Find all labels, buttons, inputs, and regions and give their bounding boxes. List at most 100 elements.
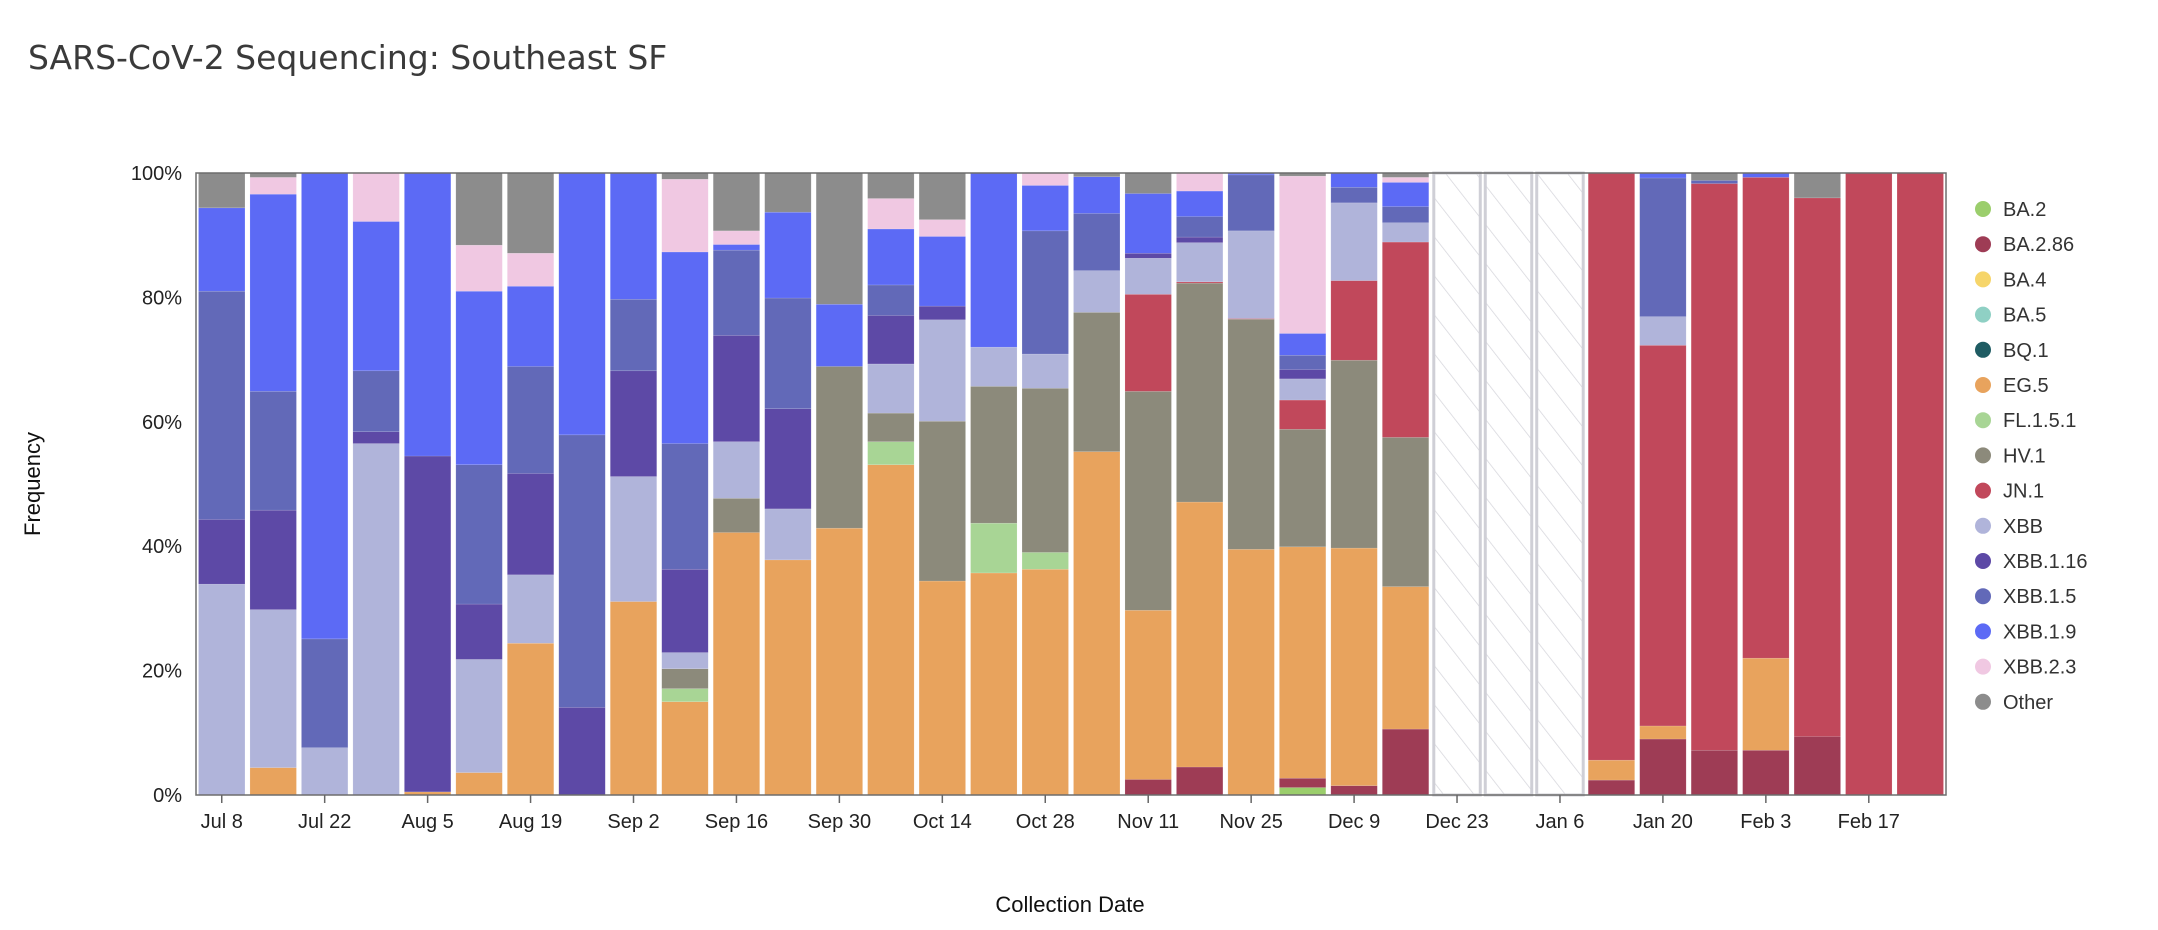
- bar-segment-ba-2-86[interactable]: [1176, 766, 1224, 796]
- bar-segment-eg-5[interactable]: [1330, 547, 1378, 786]
- bar-segment-xbb-1-5[interactable]: [352, 370, 400, 433]
- bar-segment-jn-1[interactable]: [1124, 294, 1172, 392]
- bar-segment-jn-1[interactable]: [1639, 345, 1687, 727]
- bar-segment-eg-5[interactable]: [1176, 501, 1224, 768]
- bar-segment-xbb-1-5[interactable]: [1382, 206, 1430, 224]
- bar-segment-xbb-1-9[interactable]: [301, 172, 349, 640]
- bar-segment-xbb-1-16[interactable]: [455, 603, 503, 660]
- bar-segment-jn-1[interactable]: [1330, 280, 1378, 361]
- bar-segment-xbb-1-16[interactable]: [918, 305, 966, 321]
- bar-segment-xbb-2-3[interactable]: [507, 252, 555, 287]
- bar-segment-fl-1-5-1[interactable]: [661, 688, 709, 702]
- bar-segment-hv-1[interactable]: [1279, 429, 1327, 548]
- bar-segment-xbb-1-16[interactable]: [404, 455, 452, 793]
- legend-item[interactable]: XBB: [1975, 516, 2043, 538]
- bar-segment-xbb-1-9[interactable]: [815, 303, 863, 367]
- bar-segment-xbb-1-9[interactable]: [352, 221, 400, 372]
- bar-segment-xbb-1-5[interactable]: [1639, 177, 1687, 317]
- bar-segment-xbb[interactable]: [1227, 230, 1275, 319]
- legend-item[interactable]: XBB.1.9: [1975, 621, 2076, 643]
- bar-segment-xbb[interactable]: [198, 583, 246, 796]
- bar-segment-xbb[interactable]: [507, 574, 555, 644]
- bar-segment-jn-1[interactable]: [1845, 172, 1893, 796]
- bar-segment-xbb-1-16[interactable]: [610, 370, 657, 477]
- legend-item[interactable]: XBB.1.5: [1975, 586, 2076, 608]
- bar-segment-xbb-2-3[interactable]: [352, 172, 400, 222]
- bar-segment-xbb-2-3[interactable]: [1382, 177, 1430, 183]
- bar-segment-xbb-2-3[interactable]: [867, 198, 915, 230]
- bar-segment-xbb[interactable]: [1330, 202, 1378, 281]
- bar-segment-xbb[interactable]: [1176, 242, 1224, 283]
- bar-segment-xbb-1-5[interactable]: [1227, 174, 1275, 232]
- bar-segment-hv-1[interactable]: [1382, 437, 1430, 587]
- bar-segment-xbb-1-16[interactable]: [352, 431, 400, 444]
- bar-segment-ba-2-86[interactable]: [1279, 777, 1327, 788]
- bar-segment-xbb-1-5[interactable]: [764, 297, 812, 409]
- bar-segment-eg-5[interactable]: [815, 527, 863, 796]
- bar-segment-xbb[interactable]: [1639, 316, 1687, 346]
- bar-segment-eg-5[interactable]: [610, 601, 657, 796]
- bar-segment-xbb-1-5[interactable]: [198, 290, 246, 520]
- bar-segment-eg-5[interactable]: [507, 642, 555, 796]
- bar-segment-xbb-1-9[interactable]: [1279, 333, 1327, 356]
- bar-segment-xbb-1-9[interactable]: [610, 172, 657, 300]
- bar-segment-jn-1[interactable]: [1279, 399, 1327, 430]
- bar-segment-xbb-1-9[interactable]: [867, 228, 915, 286]
- bar-segment-ba-2-86[interactable]: [1124, 779, 1172, 796]
- bar-segment-ba-2-86[interactable]: [1330, 785, 1378, 796]
- bar-segment-xbb-1-5[interactable]: [610, 299, 657, 372]
- bar-segment-xbb[interactable]: [764, 508, 812, 561]
- legend-item[interactable]: BA.2.86: [1975, 234, 2074, 256]
- legend-item[interactable]: BA.2: [1975, 199, 2046, 221]
- bar-segment-hv-1[interactable]: [815, 366, 863, 529]
- bar-segment-xbb-1-9[interactable]: [1021, 185, 1069, 232]
- bar-segment-hv-1[interactable]: [1021, 387, 1069, 553]
- bar-segment-jn-1[interactable]: [1587, 172, 1635, 761]
- bar-segment-xbb[interactable]: [301, 747, 349, 796]
- bar-segment-jn-1[interactable]: [1742, 177, 1790, 659]
- bar-segment-hv-1[interactable]: [1227, 318, 1275, 550]
- bar-segment-xbb-1-9[interactable]: [712, 244, 760, 251]
- bar-segment-fl-1-5-1[interactable]: [970, 522, 1018, 574]
- bar-segment-xbb-1-5[interactable]: [558, 434, 606, 708]
- bar-segment-hv-1[interactable]: [661, 668, 709, 689]
- bar-segment-xbb-1-16[interactable]: [867, 315, 915, 365]
- bar-segment-xbb[interactable]: [249, 609, 297, 768]
- bar-segment-ba-2-86[interactable]: [1382, 728, 1430, 796]
- bar-segment-eg-5[interactable]: [1587, 759, 1635, 781]
- bar-segment-hv-1[interactable]: [1124, 391, 1172, 611]
- bar-segment-jn-1[interactable]: [1896, 172, 1944, 796]
- bar-segment-eg-5[interactable]: [1073, 451, 1121, 796]
- bar-segment-eg-5[interactable]: [764, 559, 812, 796]
- legend-item[interactable]: Other: [1975, 692, 2053, 714]
- bar-segment-xbb-1-9[interactable]: [404, 172, 452, 457]
- bar-segment-eg-5[interactable]: [1124, 610, 1172, 780]
- bar-segment-xbb-1-5[interactable]: [1073, 213, 1121, 271]
- bar-segment-xbb-1-5[interactable]: [301, 638, 349, 748]
- bar-segment-ba-2-86[interactable]: [1742, 749, 1790, 796]
- bar-segment-hv-1[interactable]: [1176, 282, 1224, 503]
- bar-segment-xbb[interactable]: [712, 441, 760, 499]
- bar-segment-xbb-2-3[interactable]: [1176, 172, 1224, 192]
- bar-segment-xbb-1-9[interactable]: [970, 172, 1018, 348]
- bar-segment-other[interactable]: [661, 172, 709, 180]
- bar-segment-xbb[interactable]: [867, 363, 915, 414]
- bar-segment-ba-2-86[interactable]: [1690, 749, 1738, 796]
- bar-segment-eg-5[interactable]: [970, 572, 1018, 796]
- legend-item[interactable]: XBB.2.3: [1975, 657, 2076, 679]
- bar-segment-other[interactable]: [198, 172, 246, 209]
- bar-segment-hv-1[interactable]: [970, 386, 1018, 524]
- bar-segment-eg-5[interactable]: [1382, 586, 1430, 730]
- bar-segment-xbb-2-3[interactable]: [661, 178, 709, 253]
- bar-segment-xbb-1-16[interactable]: [249, 509, 297, 610]
- bar-segment-other[interactable]: [712, 172, 760, 232]
- legend-item[interactable]: BQ.1: [1975, 340, 2049, 362]
- bar-segment-xbb-1-9[interactable]: [1176, 190, 1224, 217]
- bar-segment-xbb-1-9[interactable]: [198, 207, 246, 292]
- bar-segment-xbb-1-9[interactable]: [249, 193, 297, 392]
- bar-segment-eg-5[interactable]: [1021, 568, 1069, 796]
- legend-item[interactable]: EG.5: [1975, 375, 2049, 397]
- bar-segment-jn-1[interactable]: [1382, 241, 1430, 438]
- bar-segment-xbb-1-16[interactable]: [764, 408, 812, 510]
- bar-segment-xbb[interactable]: [610, 476, 657, 602]
